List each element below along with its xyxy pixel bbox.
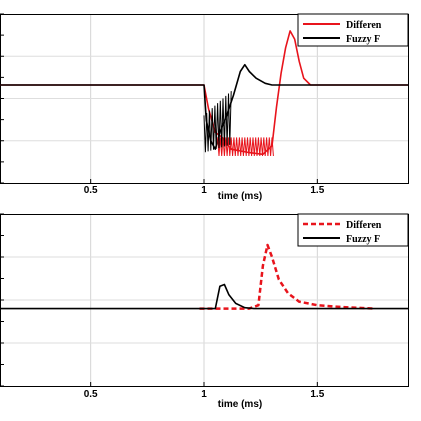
legend-label-2: Fuzzy F bbox=[346, 234, 380, 245]
series-line-1 bbox=[199, 243, 375, 310]
legend-label-2: Fuzzy F bbox=[346, 34, 380, 45]
legend: Differen Fuzzy F bbox=[297, 213, 409, 247]
legend: Differen Fuzzy F bbox=[297, 13, 409, 47]
x-axis-label: time (ms) bbox=[218, 399, 262, 410]
legend-box bbox=[297, 213, 409, 247]
chart-panel-1: 0.5 1 1.5 time (ms) Differen Fuzzy F bbox=[0, 13, 409, 202]
x-tick-label: 1 bbox=[201, 389, 207, 400]
chart-panel-2: 0.5 1 1.5 time (ms) Differen Fuzzy F bbox=[0, 213, 409, 410]
legend-label-1: Differen bbox=[346, 220, 382, 231]
x-tick-label: 1 bbox=[201, 185, 207, 196]
series-ripple-2 bbox=[203, 91, 232, 153]
series-line-2 bbox=[0, 283, 408, 310]
series-line-2 bbox=[0, 63, 408, 150]
x-tick-label: 0.5 bbox=[84, 185, 98, 196]
legend-box bbox=[297, 13, 409, 47]
x-axis-label: time (ms) bbox=[218, 191, 262, 202]
x-tick-label: 0.5 bbox=[84, 389, 98, 400]
series-ripple-1 bbox=[217, 137, 274, 157]
x-tick-label: 1.5 bbox=[310, 185, 324, 196]
legend-label-1: Differen bbox=[346, 20, 382, 31]
x-tick-label: 1.5 bbox=[310, 389, 324, 400]
